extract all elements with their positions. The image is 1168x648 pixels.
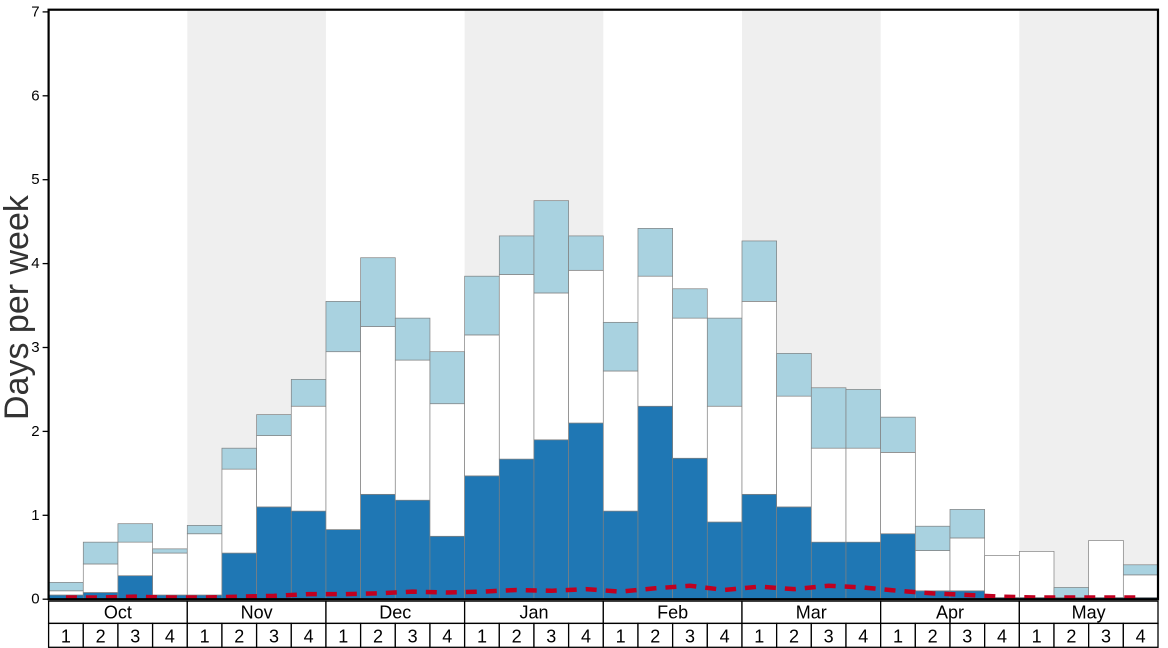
svg-text:1: 1 [477, 626, 487, 646]
svg-text:Mar: Mar [796, 602, 827, 622]
svg-text:3: 3 [130, 626, 140, 646]
svg-text:4: 4 [720, 626, 730, 646]
svg-text:2: 2 [789, 626, 799, 646]
svg-text:3: 3 [269, 626, 279, 646]
svg-text:1: 1 [893, 626, 903, 646]
svg-text:2: 2 [512, 626, 522, 646]
svg-text:3: 3 [408, 626, 418, 646]
svg-text:2: 2 [96, 626, 106, 646]
svg-text:2: 2 [650, 626, 660, 646]
svg-text:4: 4 [1136, 626, 1146, 646]
svg-text:Apr: Apr [936, 602, 964, 622]
svg-text:4: 4 [165, 626, 175, 646]
svg-text:2: 2 [928, 626, 938, 646]
svg-text:Dec: Dec [379, 602, 411, 622]
svg-text:1: 1 [31, 507, 39, 524]
svg-text:3: 3 [685, 626, 695, 646]
svg-text:4: 4 [442, 626, 452, 646]
svg-text:May: May [1072, 602, 1106, 622]
svg-text:Nov: Nov [241, 602, 273, 622]
svg-text:6: 6 [31, 87, 39, 104]
svg-text:3: 3 [546, 626, 556, 646]
svg-text:3: 3 [1101, 626, 1111, 646]
svg-text:4: 4 [581, 626, 591, 646]
svg-text:1: 1 [61, 626, 71, 646]
svg-text:4: 4 [304, 626, 314, 646]
svg-text:2: 2 [234, 626, 244, 646]
svg-text:1: 1 [200, 626, 210, 646]
svg-text:3: 3 [962, 626, 972, 646]
svg-text:7: 7 [31, 3, 39, 20]
svg-text:1: 1 [1032, 626, 1042, 646]
svg-text:1: 1 [338, 626, 348, 646]
svg-text:3: 3 [824, 626, 834, 646]
svg-text:4: 4 [858, 626, 868, 646]
svg-text:Feb: Feb [657, 602, 688, 622]
svg-text:Jan: Jan [519, 602, 548, 622]
svg-text:5: 5 [31, 171, 39, 188]
svg-text:1: 1 [754, 626, 764, 646]
svg-text:Oct: Oct [104, 602, 132, 622]
svg-text:4: 4 [997, 626, 1007, 646]
svg-text:1: 1 [616, 626, 626, 646]
svg-text:2: 2 [31, 423, 39, 440]
svg-text:2: 2 [1066, 626, 1076, 646]
svg-text:2: 2 [373, 626, 383, 646]
svg-text:0: 0 [31, 591, 39, 608]
